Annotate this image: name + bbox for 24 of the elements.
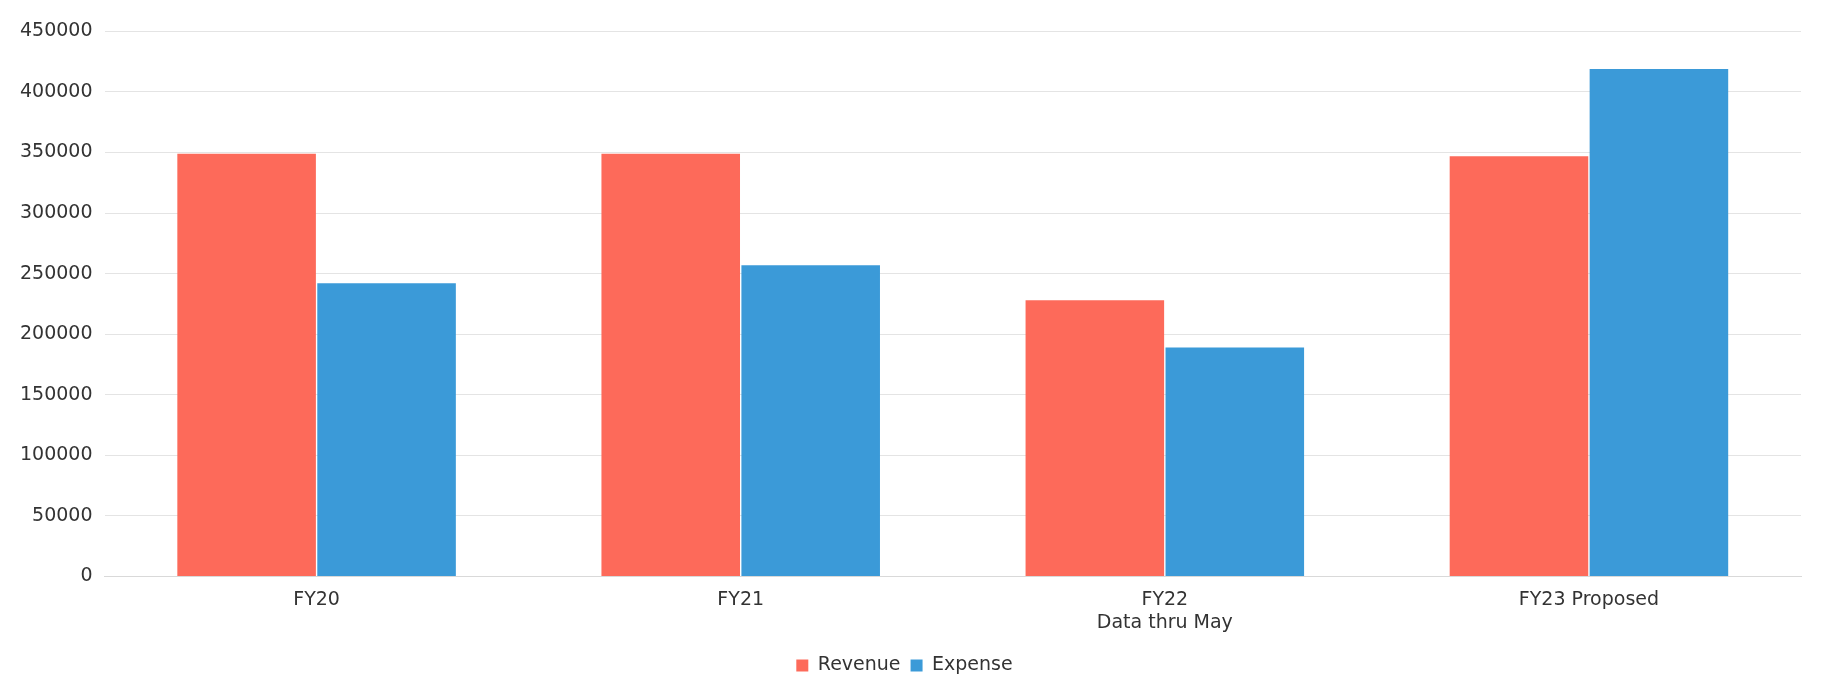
bar: [1025, 300, 1165, 576]
legend-label: Expense: [932, 652, 1013, 675]
bar: [317, 283, 456, 576]
x-tick-label: FY22 Data thru May: [1096, 586, 1233, 632]
bar: [1165, 347, 1305, 576]
y-tick-label: 100000: [20, 442, 93, 465]
bar: [1449, 156, 1589, 576]
y-tick-label: 200000: [20, 321, 93, 344]
legend-label: Revenue: [817, 652, 901, 675]
y-tick-label: 50000: [32, 502, 93, 525]
y-tick-label: 0: [80, 563, 93, 586]
y-tick-label: 300000: [20, 200, 93, 222]
x-tick-label: FY23 Proposed: [1518, 586, 1660, 609]
y-tick-label: 450000: [20, 18, 93, 41]
bar: [177, 153, 316, 576]
bar: [741, 265, 880, 576]
y-tick-label: 250000: [20, 260, 93, 283]
y-tick-label: 400000: [20, 78, 93, 101]
y-tick-label: 350000: [20, 139, 93, 162]
y-tick-label: 150000: [20, 381, 93, 404]
bar: [601, 153, 741, 576]
x-tick-label: FY21: [717, 586, 765, 609]
x-tick-label: FY20: [293, 586, 340, 609]
bar: [1589, 68, 1729, 576]
